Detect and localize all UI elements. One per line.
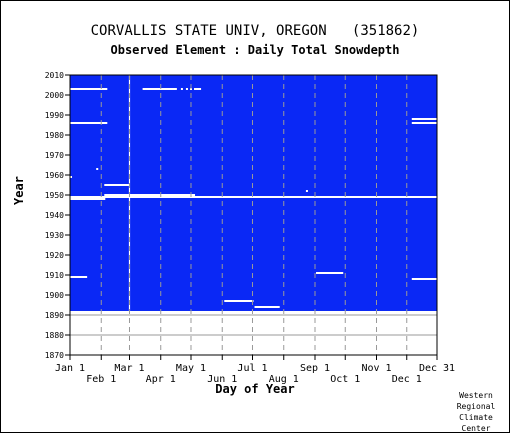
x-tick-label: May 1 [176, 363, 206, 374]
y-tick-label: 1960 [45, 171, 64, 180]
credit-line: Center [461, 424, 491, 433]
x-tick-label: Apr 1 [146, 374, 176, 385]
y-tick-label: 1900 [45, 291, 64, 300]
y-tick-label: 1930 [45, 231, 64, 240]
y-tick-label: 1870 [45, 351, 64, 360]
y-tick-label: 1990 [45, 111, 64, 120]
x-axis-label: Day of Year [215, 382, 295, 396]
y-tick-label: 1970 [45, 151, 64, 160]
x-tick-label: Oct 1 [330, 374, 360, 385]
credit-line: Western [459, 391, 493, 400]
y-tick-label: 1950 [45, 191, 64, 200]
y-tick-label: 1890 [45, 311, 64, 320]
credit-line: Climate [459, 413, 493, 422]
chart-title: CORVALLIS STATE UNIV, OREGON (351862) [90, 23, 420, 39]
x-tick-label: Jul 1 [237, 363, 267, 374]
y-tick-label: 1910 [45, 271, 64, 280]
y-tick-label: 2000 [45, 91, 64, 100]
x-tick-label: Nov 1 [361, 363, 391, 374]
y-tick-label: 1880 [45, 331, 64, 340]
credit-text: Western Regional Climate Center [446, 390, 506, 434]
credit-line: Regional [456, 402, 496, 411]
y-tick-label: 1920 [45, 251, 64, 260]
y-tick-label: 1980 [45, 131, 64, 140]
chart-subtitle: Observed Element : Daily Total Snowdepth [110, 43, 400, 57]
y-tick-label: 2010 [45, 71, 64, 80]
x-tick-label: Aug 1 [269, 374, 299, 385]
data-block [70, 75, 437, 311]
x-tick-label: Dec 31 [419, 363, 455, 374]
x-tick-label: Jan 1 [55, 363, 85, 374]
x-tick-label: Sep 1 [300, 363, 330, 374]
x-tick-label: Feb 1 [86, 374, 116, 385]
x-tick-label: Dec 1 [392, 374, 422, 385]
x-tick-label: Jun 1 [207, 374, 237, 385]
x-tick-label: Mar 1 [114, 363, 144, 374]
y-tick-label: 1940 [45, 211, 64, 220]
